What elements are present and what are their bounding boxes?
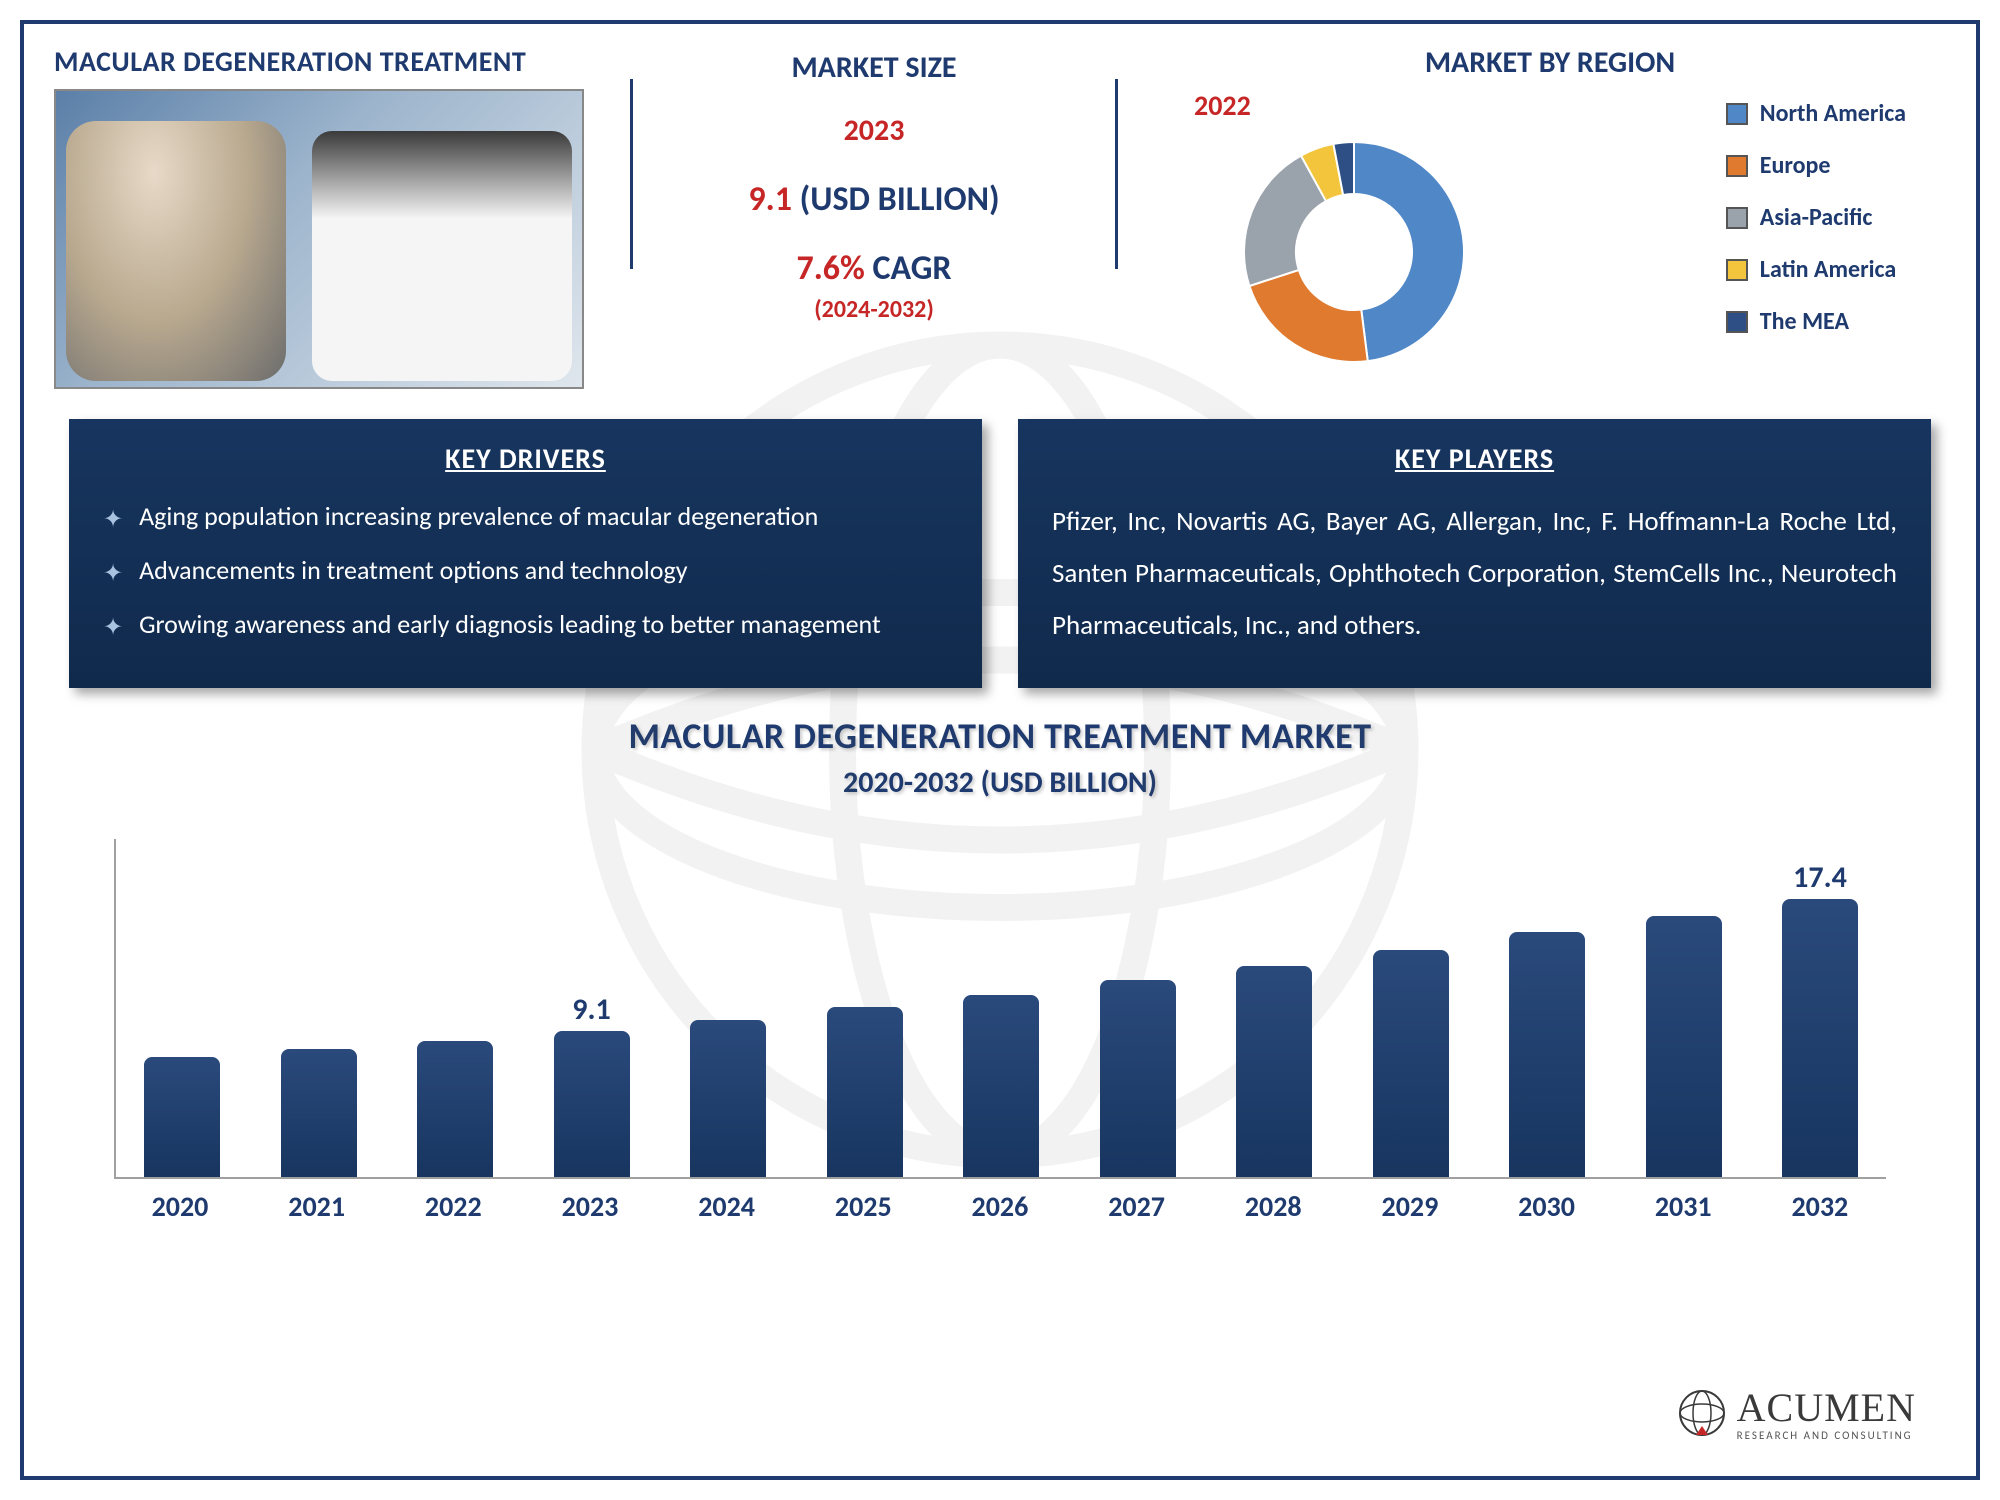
- top-row: MACULAR DEGENERATION TREATMENT MARKET SI…: [24, 24, 1976, 389]
- legend-label: Europe: [1760, 140, 1831, 192]
- bar-column: [1638, 916, 1730, 1177]
- bar: [963, 995, 1039, 1177]
- bar-column: 9.1: [546, 1031, 638, 1177]
- legend-item: Europe: [1726, 140, 1906, 192]
- bar-column: [1228, 966, 1320, 1177]
- cagr-pct: 7.6%: [796, 248, 864, 289]
- market-size-cagr: 7.6% CAGR: [634, 248, 1114, 289]
- key-players-box: KEY PLAYERS Pfizer, Inc, Novartis AG, Ba…: [1018, 419, 1931, 688]
- bar: [827, 1007, 903, 1177]
- key-drivers-title: KEY DRIVERS: [103, 441, 948, 476]
- x-axis-label: 2031: [1637, 1179, 1729, 1231]
- region-column: MARKET BY REGION 2022 North AmericaEurop…: [1134, 44, 1946, 389]
- bar-column: 17.4: [1774, 899, 1866, 1177]
- bar: [417, 1041, 493, 1177]
- bar: [690, 1020, 766, 1177]
- key-drivers-list: Aging population increasing prevalence o…: [103, 496, 948, 648]
- logo-text-block: ACUMEN RESEARCH AND CONSULTING: [1737, 1384, 1916, 1442]
- bar-column: [1365, 950, 1457, 1177]
- divider-right: [1115, 79, 1118, 269]
- x-axis-label: 2026: [954, 1179, 1046, 1231]
- legend-item: The MEA: [1726, 296, 1906, 348]
- value-unit: (USD BILLION): [800, 179, 1000, 220]
- key-players-text: Pfizer, Inc, Novartis AG, Bayer AG, Alle…: [1052, 496, 1897, 652]
- value-number: 9.1: [748, 179, 792, 220]
- legend-item: Latin America: [1726, 244, 1906, 296]
- donut-chart: [1224, 122, 1484, 387]
- driver-item: Advancements in treatment options and te…: [103, 550, 948, 594]
- key-drivers-box: KEY DRIVERS Aging population increasing …: [69, 419, 982, 688]
- legend-swatch: [1726, 259, 1748, 281]
- bar: [1373, 950, 1449, 1177]
- bar-column: [955, 995, 1047, 1177]
- bar: [1236, 966, 1312, 1177]
- region-legend: North AmericaEuropeAsia-PacificLatin Ame…: [1726, 88, 1906, 348]
- region-title: MARKET BY REGION: [1154, 44, 1946, 81]
- brand-name: ACUMEN: [1737, 1384, 1916, 1431]
- market-size-year: 2023: [634, 112, 1114, 149]
- legend-item: North America: [1726, 88, 1906, 140]
- bar-column: [819, 1007, 911, 1177]
- legend-item: Asia-Pacific: [1726, 192, 1906, 244]
- driver-item: Aging population increasing prevalence o…: [103, 496, 948, 540]
- legend-swatch: [1726, 207, 1748, 229]
- bar: 17.4: [1782, 899, 1858, 1177]
- bar: [281, 1049, 357, 1177]
- x-axis-label: 2028: [1227, 1179, 1319, 1231]
- bar-value-label: 17.4: [1793, 859, 1847, 896]
- bar-column: [682, 1020, 774, 1177]
- cagr-label: CAGR: [873, 248, 952, 289]
- x-axis-label: 2023: [544, 1179, 636, 1231]
- bar-column: [273, 1049, 365, 1177]
- brand-logo: ACUMEN RESEARCH AND CONSULTING: [1677, 1384, 1916, 1442]
- legend-label: The MEA: [1760, 296, 1849, 348]
- legend-label: Asia-Pacific: [1760, 192, 1873, 244]
- bar-value-label: 9.1: [572, 991, 610, 1028]
- hero-image: [54, 89, 584, 389]
- bar: 9.1: [554, 1031, 630, 1177]
- bar-chart-xaxis: 2020 2021 2022 2023 2024 2025 2026 2027 2028 2029…: [114, 1179, 1886, 1231]
- bar-column: [1501, 932, 1593, 1177]
- region-year: 2022: [1194, 88, 1251, 123]
- bar: [1646, 916, 1722, 1177]
- x-axis-label: 2022: [407, 1179, 499, 1231]
- key-players-title: KEY PLAYERS: [1052, 441, 1897, 476]
- logo-globe-icon: [1677, 1388, 1727, 1438]
- x-axis-label: 2032: [1774, 1179, 1866, 1231]
- topic-title: MACULAR DEGENERATION TREATMENT: [54, 44, 614, 79]
- divider-left: [630, 79, 633, 269]
- legend-label: North America: [1760, 88, 1906, 140]
- bar-chart-subtitle: 2020-2032 (USD BILLION): [24, 764, 1976, 801]
- bar-chart-title: MACULAR DEGENERATION TREATMENT MARKET: [24, 714, 1976, 758]
- bar: [1100, 980, 1176, 1177]
- x-axis-label: 2030: [1501, 1179, 1593, 1231]
- x-axis-label: 2025: [817, 1179, 909, 1231]
- cagr-period: (2024-2032): [634, 295, 1114, 324]
- bar-column: [1092, 980, 1184, 1177]
- driver-item: Growing awareness and early diagnosis le…: [103, 604, 948, 648]
- market-size-block: MARKET SIZE 2023 9.1 (USD BILLION) 7.6% …: [634, 44, 1114, 324]
- x-axis-label: 2029: [1364, 1179, 1456, 1231]
- x-axis-label: 2020: [134, 1179, 226, 1231]
- x-axis-label: 2024: [681, 1179, 773, 1231]
- market-size-column: MARKET SIZE 2023 9.1 (USD BILLION) 7.6% …: [634, 44, 1114, 389]
- market-size-title: MARKET SIZE: [634, 49, 1114, 86]
- infographic-frame: MACULAR DEGENERATION TREATMENT MARKET SI…: [20, 20, 1980, 1480]
- legend-label: Latin America: [1760, 244, 1896, 296]
- info-boxes-row: KEY DRIVERS Aging population increasing …: [24, 389, 1976, 688]
- bar-column: [136, 1057, 228, 1177]
- x-axis-label: 2021: [271, 1179, 363, 1231]
- bar: [144, 1057, 220, 1177]
- legend-swatch: [1726, 155, 1748, 177]
- bar: [1509, 932, 1585, 1177]
- market-size-value: 9.1 (USD BILLION): [634, 179, 1114, 220]
- brand-tagline: RESEARCH AND CONSULTING: [1737, 1429, 1916, 1442]
- left-column: MACULAR DEGENERATION TREATMENT: [54, 44, 614, 389]
- legend-swatch: [1726, 311, 1748, 333]
- x-axis-label: 2027: [1091, 1179, 1183, 1231]
- bar-column: [409, 1041, 501, 1177]
- bar-chart-area: 9.1 17.4 2020 2021 2022 2023 2024 2025 2026 2027…: [114, 811, 1886, 1231]
- legend-swatch: [1726, 103, 1748, 125]
- bar-chart-bars: 9.1 17.4: [114, 839, 1886, 1179]
